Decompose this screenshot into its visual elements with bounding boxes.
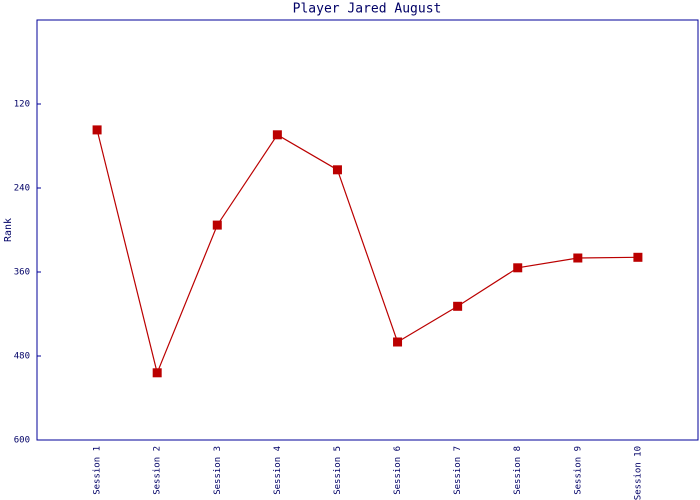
y-tick-label: 120	[14, 100, 30, 110]
point	[212, 220, 222, 230]
x-tick-label: Session 7	[453, 446, 463, 495]
y-tick-label: 600	[14, 436, 30, 446]
point	[393, 337, 403, 347]
y-axis-label: Rank	[3, 218, 14, 242]
x-tick-label: Session 1	[93, 446, 103, 495]
point	[573, 253, 583, 263]
chart-title: Player Jared August	[293, 2, 442, 17]
point	[272, 130, 282, 140]
x-tick-label: Session 5	[333, 446, 343, 495]
point	[453, 301, 463, 311]
x-tick-label: Session 2	[153, 446, 163, 495]
y-tick-label: 240	[14, 184, 30, 194]
point	[332, 165, 342, 175]
x-tick-label: Session 4	[273, 446, 283, 495]
point	[92, 125, 102, 135]
y-tick-label: 360	[14, 268, 30, 278]
x-tick-label: Session 10	[633, 446, 643, 500]
point	[152, 368, 162, 378]
x-tick-label: Session 9	[573, 446, 583, 495]
point	[513, 263, 523, 273]
y-tick-label: 480	[14, 352, 30, 362]
plot-frame	[36, 19, 699, 441]
x-tick-label: Session 8	[513, 446, 523, 495]
line	[96, 129, 638, 375]
point	[633, 252, 643, 262]
x-tick-label: Session 3	[213, 446, 223, 495]
x-tick-label: Session 6	[393, 446, 403, 495]
